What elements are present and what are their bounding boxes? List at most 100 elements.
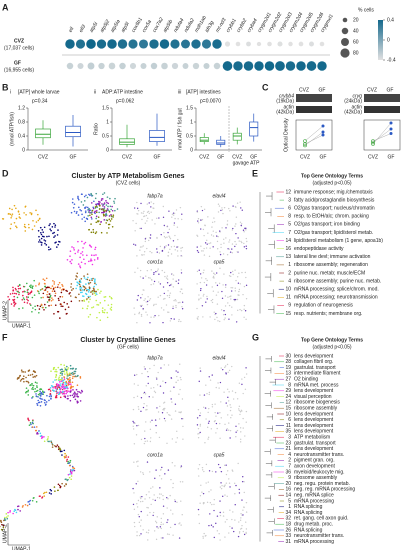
umap-point xyxy=(80,261,83,264)
feature-point xyxy=(147,210,150,213)
umap-point xyxy=(69,250,72,252)
umap-point xyxy=(72,468,75,471)
feature-point xyxy=(214,318,216,321)
feature-point xyxy=(216,515,219,517)
umap-point xyxy=(54,226,56,228)
umap-point xyxy=(107,304,110,306)
feature-point xyxy=(177,371,179,373)
feature-point xyxy=(164,381,167,384)
feature-point xyxy=(162,298,165,300)
section-subtitle: (adjusted p<0.05) xyxy=(312,344,351,350)
umap-point xyxy=(65,460,68,462)
numeral: iii xyxy=(178,89,181,95)
umap-point xyxy=(78,293,80,296)
feature-point xyxy=(144,437,146,440)
feature-point xyxy=(224,295,227,297)
umap-point xyxy=(39,435,42,437)
umap-point xyxy=(42,278,45,280)
feature-point xyxy=(135,461,138,463)
feature-point xyxy=(200,250,203,252)
feature-point xyxy=(178,318,180,321)
feature-point xyxy=(216,240,219,243)
feature-point xyxy=(206,243,208,245)
umap-point xyxy=(66,386,69,388)
dendro-branch xyxy=(268,483,275,490)
feature-point xyxy=(133,243,135,245)
go-term: ret. gang. cell axon guid. xyxy=(294,516,348,522)
feature-point xyxy=(140,410,142,413)
umap-point xyxy=(7,213,10,215)
umap-point xyxy=(85,293,88,296)
feature-point xyxy=(143,289,145,291)
y-label: nmol ATP / fish gut xyxy=(177,108,183,150)
feature-point xyxy=(180,524,182,526)
feature-point xyxy=(160,307,163,309)
y-label: Optical Density xyxy=(283,118,289,152)
umap-point xyxy=(101,211,103,214)
feature-point xyxy=(160,521,163,524)
umap-point xyxy=(70,386,73,389)
umap-point xyxy=(48,296,50,299)
umap-point xyxy=(76,272,79,275)
feature-point xyxy=(238,405,241,407)
feature-point xyxy=(145,301,147,303)
feature-point xyxy=(222,212,224,215)
umap-point xyxy=(32,396,34,398)
umap-point xyxy=(27,390,29,393)
feature-point xyxy=(180,218,183,221)
feature-point xyxy=(160,493,162,495)
feature-point xyxy=(170,478,172,481)
umap-point xyxy=(91,293,94,295)
feature-point xyxy=(138,408,140,410)
dot xyxy=(298,41,304,47)
umap-point xyxy=(20,369,23,372)
feature-point xyxy=(206,239,208,242)
feature-point xyxy=(170,509,172,511)
umap-point xyxy=(86,196,89,199)
umap-point xyxy=(46,301,49,303)
feature-point xyxy=(235,279,237,282)
cluster-number: 14 xyxy=(285,493,291,499)
umap-point xyxy=(44,283,46,285)
cluster-number: 19 xyxy=(285,365,291,371)
feature-point xyxy=(246,240,248,243)
dendro-branch xyxy=(266,192,273,201)
feature-point xyxy=(225,473,228,476)
feature-point xyxy=(215,422,218,425)
go-term: lateral line devl; immune activation xyxy=(294,254,371,260)
feature-point xyxy=(172,286,174,288)
umap-point xyxy=(57,445,60,448)
point xyxy=(389,132,393,135)
blot-size: (19kDa) xyxy=(276,98,294,104)
feature-point xyxy=(180,500,182,502)
feature-point xyxy=(245,245,247,247)
feature-point xyxy=(162,380,164,382)
umap-point xyxy=(65,365,68,368)
pair-line xyxy=(304,134,324,145)
feature-point xyxy=(242,476,244,478)
umap-point xyxy=(60,380,63,383)
feature-point xyxy=(229,486,231,488)
feature-point xyxy=(213,221,216,223)
feature-point xyxy=(141,218,143,221)
feature-point xyxy=(168,210,170,212)
feature-point xyxy=(142,500,144,503)
umap-point xyxy=(92,206,94,209)
umap-point xyxy=(46,296,49,298)
feature-point xyxy=(208,255,211,258)
feature-point xyxy=(165,277,168,279)
feature-point xyxy=(170,377,173,379)
feature-point xyxy=(143,402,145,405)
feature-point xyxy=(133,521,136,524)
umap-point xyxy=(76,210,78,213)
umap-point xyxy=(93,211,96,214)
umap-point xyxy=(90,278,93,280)
feature-point xyxy=(222,511,225,514)
feature-point xyxy=(173,299,175,302)
feature-point xyxy=(240,240,242,243)
feature-point xyxy=(196,417,199,419)
box xyxy=(119,138,135,145)
umap-point xyxy=(53,222,55,225)
umap-point xyxy=(81,291,83,294)
umap-point xyxy=(21,371,23,373)
